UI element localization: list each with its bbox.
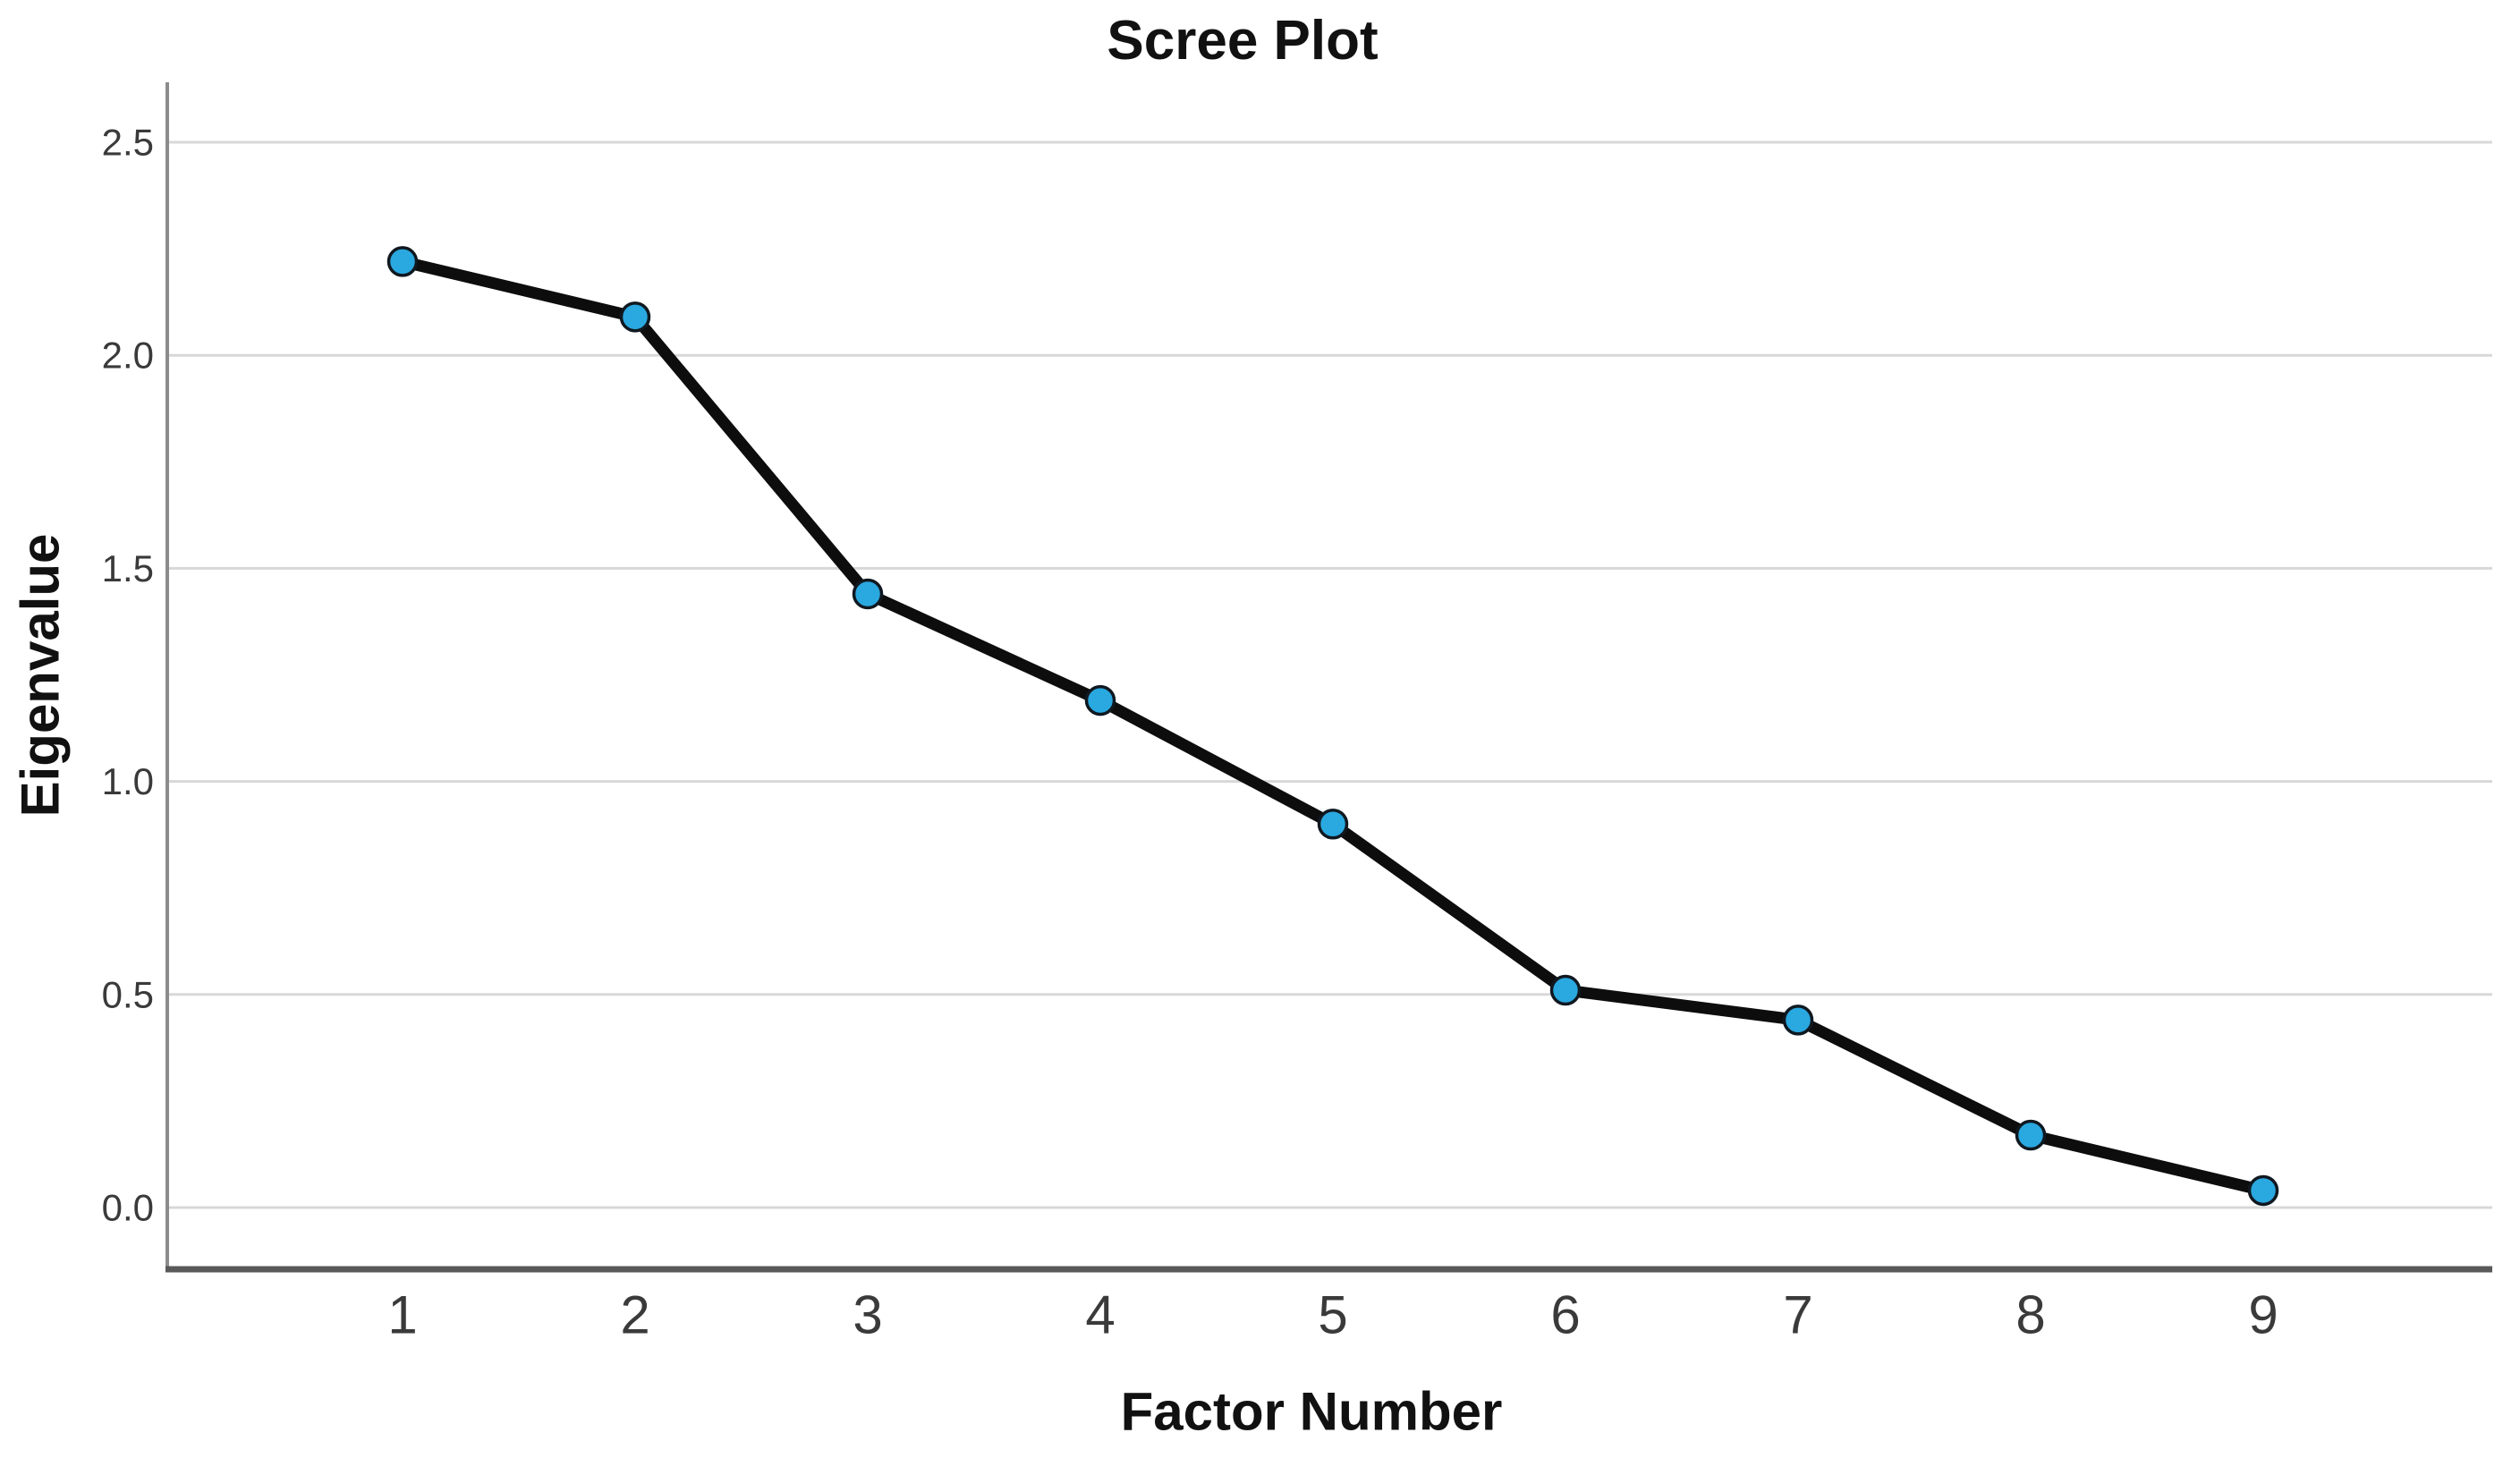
x-tick-label: 4 [1085,1285,1115,1345]
x-tick-label: 9 [2248,1285,2278,1345]
y-tick-label: 0.0 [102,1187,154,1229]
data-point-marker [2247,1174,2279,1207]
x-tick-label: 7 [1783,1285,1812,1345]
data-point-marker [852,578,884,610]
y-tick-label: 2.5 [102,122,154,164]
y-axis-title: Eigenvalue [10,533,71,818]
x-tick-label: 6 [1550,1285,1580,1345]
x-tick-label: 2 [620,1285,649,1345]
y-tick-label: 1.5 [102,547,154,589]
data-point-marker [1549,974,1582,1006]
x-tick-label: 1 [387,1285,417,1345]
x-tick-label: 8 [2015,1285,2045,1345]
y-tick-label: 1.0 [102,760,154,802]
data-point-marker [386,246,419,277]
data-point-marker [1317,808,1349,840]
data-point-marker [619,301,651,333]
x-tick-label: 3 [853,1285,882,1345]
data-point-marker [1084,684,1116,716]
y-tick-label: 2.0 [102,335,154,377]
data-point-marker [1782,1004,1814,1036]
chart-title: Scree Plot [1107,10,1379,72]
scree-line [401,256,2265,1197]
data-point-marker [2015,1119,2047,1151]
x-tick-label: 5 [1318,1285,1347,1345]
x-axis-title: Factor Number [1120,1381,1503,1442]
y-tick-label: 0.5 [102,973,154,1015]
